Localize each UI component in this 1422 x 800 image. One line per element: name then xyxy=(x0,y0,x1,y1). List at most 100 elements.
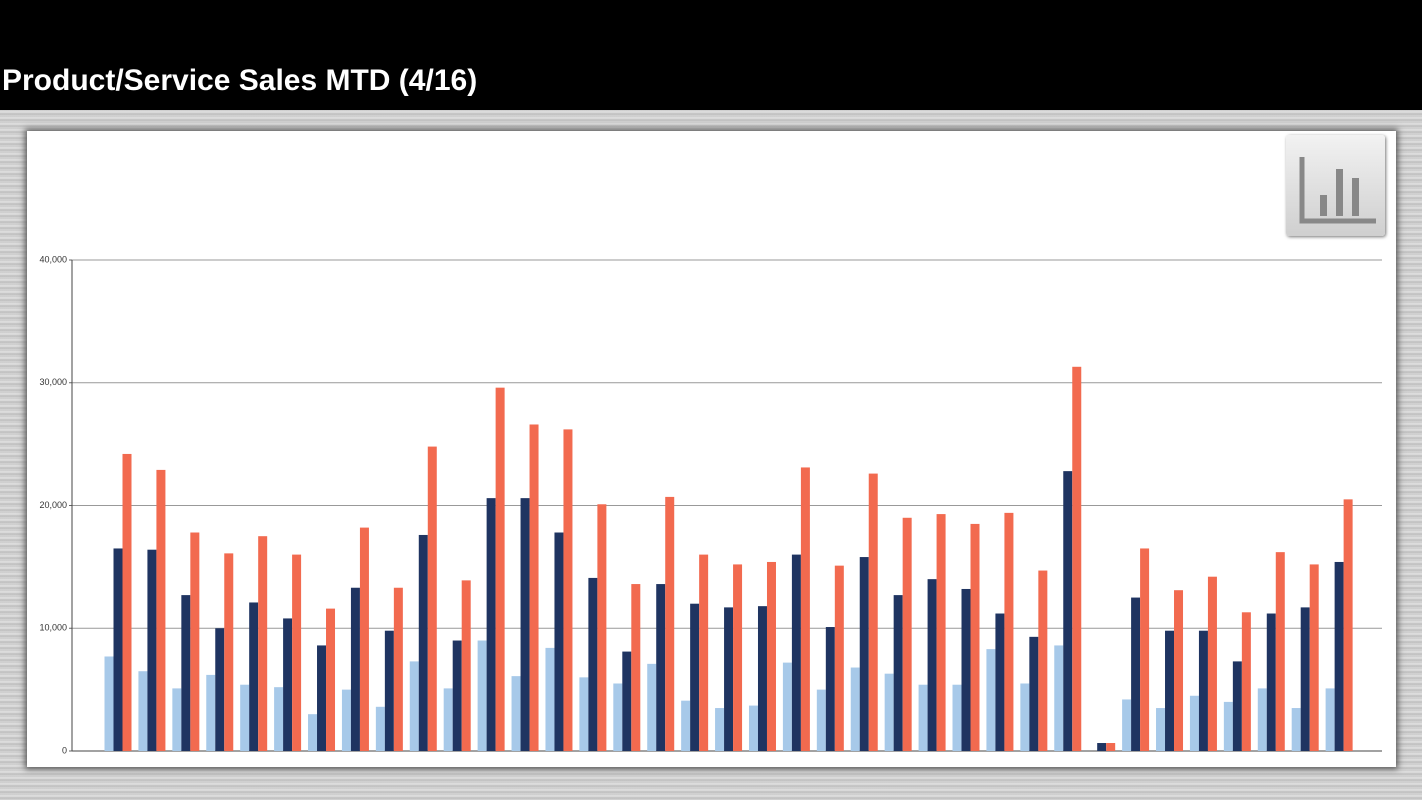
bar xyxy=(859,557,869,751)
bar xyxy=(529,424,539,751)
bar xyxy=(699,554,709,751)
bar xyxy=(113,548,123,751)
bar xyxy=(834,565,844,751)
bar xyxy=(104,656,114,751)
bar xyxy=(1131,597,1141,751)
bar xyxy=(409,661,419,751)
bar xyxy=(733,564,743,751)
bar xyxy=(1309,564,1319,751)
bar xyxy=(240,684,250,751)
bar xyxy=(511,676,521,751)
bar xyxy=(1223,701,1233,751)
bar xyxy=(893,595,903,751)
bar xyxy=(613,683,623,751)
bar xyxy=(647,663,657,751)
bar xyxy=(656,584,666,751)
bar xyxy=(995,613,1005,751)
bar xyxy=(927,579,937,751)
bar xyxy=(190,532,200,751)
bar xyxy=(800,467,810,751)
bar xyxy=(631,584,641,751)
y-tick-label: 30,000 xyxy=(39,377,67,387)
bar xyxy=(1266,613,1276,751)
bar xyxy=(326,608,336,751)
bar xyxy=(681,700,691,751)
bar xyxy=(791,554,801,751)
bar xyxy=(122,453,132,751)
y-tick-label: 40,000 xyxy=(39,254,67,264)
bar xyxy=(384,630,394,751)
bar xyxy=(918,684,928,751)
bar xyxy=(1004,512,1014,751)
bar xyxy=(1122,699,1132,751)
bar xyxy=(486,498,496,751)
bar xyxy=(545,647,555,751)
bar xyxy=(477,640,487,751)
bar xyxy=(308,714,318,751)
bar xyxy=(579,677,589,751)
bar xyxy=(690,603,700,751)
bar xyxy=(1140,548,1150,751)
bar xyxy=(418,534,428,751)
bar xyxy=(147,549,157,751)
bar xyxy=(350,587,360,751)
bar xyxy=(1232,661,1242,751)
bar xyxy=(1325,688,1335,751)
top-bar: Product/Service Sales MTD (4/16) xyxy=(0,0,1422,110)
chart-type-button[interactable] xyxy=(1286,135,1385,236)
bar xyxy=(375,706,385,751)
bar xyxy=(816,689,826,751)
bar xyxy=(970,523,980,751)
bar xyxy=(215,628,225,751)
bar xyxy=(757,606,767,751)
bar xyxy=(868,473,878,751)
bar xyxy=(597,504,607,751)
bar xyxy=(961,588,971,751)
bar xyxy=(1054,645,1064,751)
bar xyxy=(461,580,471,751)
bar xyxy=(1106,743,1116,751)
bar xyxy=(1291,708,1301,751)
bar xyxy=(1020,683,1030,751)
bar xyxy=(1207,576,1217,751)
bar xyxy=(341,689,351,751)
bar xyxy=(1063,471,1073,751)
bar xyxy=(1097,743,1107,751)
bar xyxy=(952,684,962,751)
bar xyxy=(665,496,675,751)
bar xyxy=(1029,636,1039,751)
bar xyxy=(1334,561,1344,751)
bar xyxy=(1156,708,1166,751)
bar xyxy=(359,527,369,751)
bar xyxy=(393,587,403,751)
bar xyxy=(588,577,598,751)
bar xyxy=(1174,590,1184,751)
bar xyxy=(1300,607,1310,751)
bar xyxy=(884,673,894,751)
bar xyxy=(622,651,632,751)
y-tick-label: 20,000 xyxy=(39,500,67,510)
bar xyxy=(1257,688,1267,751)
bar xyxy=(715,708,725,751)
bar xyxy=(224,553,234,751)
bar xyxy=(554,532,564,751)
bar xyxy=(443,688,453,751)
bar xyxy=(495,387,505,751)
bar xyxy=(724,607,734,751)
bar xyxy=(274,687,284,751)
page-title: Product/Service Sales MTD (4/16) xyxy=(2,64,478,97)
bar xyxy=(156,469,166,751)
bar xyxy=(1241,612,1251,751)
bar xyxy=(825,627,835,751)
bar xyxy=(850,667,860,751)
bar xyxy=(902,517,912,751)
bar xyxy=(138,671,148,751)
bar xyxy=(1165,630,1175,751)
bar xyxy=(986,649,996,751)
bar xyxy=(172,688,182,751)
bar xyxy=(427,446,437,751)
bar xyxy=(1275,552,1285,751)
bar xyxy=(520,498,530,751)
